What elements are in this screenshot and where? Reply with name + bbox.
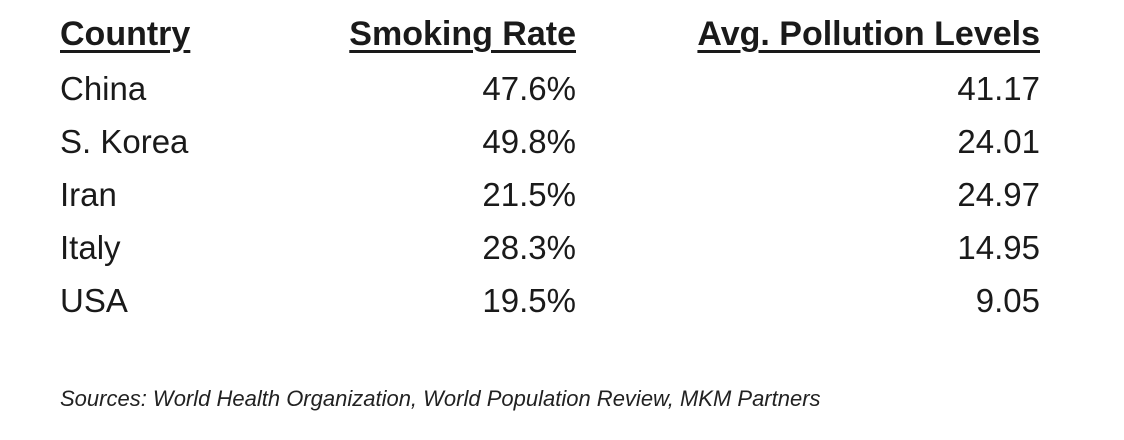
cell-smoking-rate: 21.5% xyxy=(482,176,576,213)
cell-country: Iran xyxy=(60,176,117,213)
cell-smoking-rate: 49.8% xyxy=(482,123,576,160)
header-smoking-rate: Smoking Rate xyxy=(349,15,576,53)
cell-country: Italy xyxy=(60,229,121,266)
cell-country: S. Korea xyxy=(60,123,189,160)
cell-pollution: 24.01 xyxy=(957,123,1040,160)
cell-pollution: 9.05 xyxy=(975,282,1040,319)
cell-pollution: 14.95 xyxy=(957,229,1040,266)
cell-pollution: 24.97 xyxy=(957,176,1040,213)
cell-pollution: 41.17 xyxy=(957,70,1040,107)
header-avg-pollution-levels: Avg. Pollution Levels xyxy=(697,15,1040,53)
cell-smoking-rate: 47.6% xyxy=(482,70,576,107)
cell-smoking-rate: 19.5% xyxy=(482,282,576,319)
cell-country: USA xyxy=(60,282,128,319)
cell-country: China xyxy=(60,70,147,107)
source-note: Sources: World Health Organization, Worl… xyxy=(60,386,821,411)
header-country: Country xyxy=(60,15,191,53)
cell-smoking-rate: 28.3% xyxy=(482,229,576,266)
